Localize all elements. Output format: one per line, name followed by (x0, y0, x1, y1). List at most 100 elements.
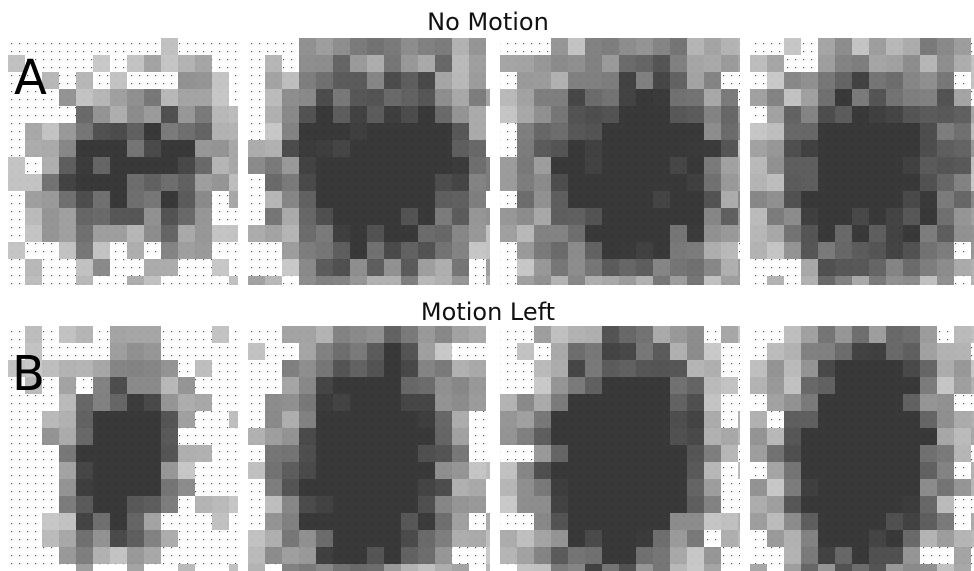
pixel-block (750, 140, 767, 157)
pixel-block (418, 462, 435, 479)
pixel-block (653, 411, 670, 428)
pixel-block (435, 479, 452, 496)
pixel-block (418, 276, 435, 285)
pixel-block (670, 123, 687, 140)
pixel-block (212, 72, 229, 89)
pixel-block (954, 377, 971, 394)
pixel-block (401, 55, 418, 72)
pixel-block (59, 89, 76, 106)
pixel-block (738, 208, 740, 225)
pixel-block (469, 89, 486, 106)
pixel-block (903, 547, 920, 564)
pixel-block (59, 140, 76, 157)
pixel-block (937, 564, 954, 571)
pixel-block (602, 123, 619, 140)
pixel-block (452, 513, 469, 530)
pixel-block (418, 259, 435, 276)
pixel-block (59, 496, 76, 513)
pixel-block (937, 259, 954, 276)
pixel-block (767, 496, 784, 513)
pixel-block (784, 225, 801, 242)
pixel-block (367, 157, 384, 174)
pixel-block (653, 428, 670, 445)
pixel-block (418, 343, 435, 360)
pixel-block (653, 530, 670, 547)
pixel-block (127, 55, 144, 72)
pixel-block (110, 326, 127, 343)
pixel-block (333, 242, 350, 259)
pixel-block (333, 38, 350, 55)
pixel-block (619, 55, 636, 72)
pixel-block (721, 157, 738, 174)
pixel-block (653, 174, 670, 191)
pixel-block (937, 462, 954, 479)
pixel-block (937, 496, 954, 513)
pixel-block (500, 225, 517, 242)
pixel-block (653, 276, 670, 285)
pixel-block (585, 225, 602, 242)
pixel-block (350, 428, 367, 445)
pixel-block (852, 191, 869, 208)
pixel-block (551, 462, 568, 479)
pixel-block (568, 547, 585, 564)
pixel-block (636, 55, 653, 72)
pixel-block (551, 225, 568, 242)
pixel-block (127, 513, 144, 530)
pixel-block (316, 496, 333, 513)
pixel-block (76, 479, 93, 496)
pixel-block (93, 360, 110, 377)
pixel-block (299, 513, 316, 530)
pixel-block (93, 123, 110, 140)
pixel-block (818, 242, 835, 259)
pixel-block (818, 140, 835, 157)
pixel-block (367, 140, 384, 157)
pixel-block (636, 174, 653, 191)
pixel-block (59, 360, 76, 377)
pixel-block (670, 377, 687, 394)
pixel-block (212, 326, 229, 343)
pixel-block (801, 479, 818, 496)
pixel-block (835, 242, 852, 259)
pixel-block (401, 106, 418, 123)
pixel-block (42, 428, 59, 445)
pixel-block (469, 123, 486, 140)
pixel-block (602, 276, 619, 285)
pixel-block (937, 106, 954, 123)
pixel-block (452, 479, 469, 496)
pixel-block (784, 377, 801, 394)
pixel-block (920, 276, 937, 285)
pixel-block (178, 72, 195, 89)
pixel-block (767, 479, 784, 496)
pixel-block (248, 547, 265, 564)
pixel-block (937, 55, 954, 72)
pixel-block (653, 360, 670, 377)
pixel-block (93, 513, 110, 530)
pixel-block (653, 326, 670, 343)
pixel-block (418, 55, 435, 72)
pixel-block (636, 547, 653, 564)
pixel-block (568, 123, 585, 140)
pixel-block (687, 428, 704, 445)
pixel-block (551, 479, 568, 496)
pixel-block (534, 55, 551, 72)
pixel-block (282, 360, 299, 377)
pixel-block (602, 89, 619, 106)
pixel-block (585, 174, 602, 191)
pixel-block (869, 55, 886, 72)
pixel-block (784, 326, 801, 343)
pixel-block (316, 55, 333, 72)
pixel-block (517, 174, 534, 191)
pixel-block (920, 496, 937, 513)
pixel-block (954, 55, 971, 72)
pixel-block (435, 55, 452, 72)
pixel-block (920, 394, 937, 411)
pixel-block (937, 242, 954, 259)
pixel-block (195, 140, 212, 157)
pixel-block (517, 157, 534, 174)
pixel-block (384, 174, 401, 191)
pixel-block (333, 72, 350, 89)
pixel-block (886, 38, 903, 55)
pixel-block (299, 225, 316, 242)
pixel-block (316, 513, 333, 530)
pixel-block (534, 445, 551, 462)
